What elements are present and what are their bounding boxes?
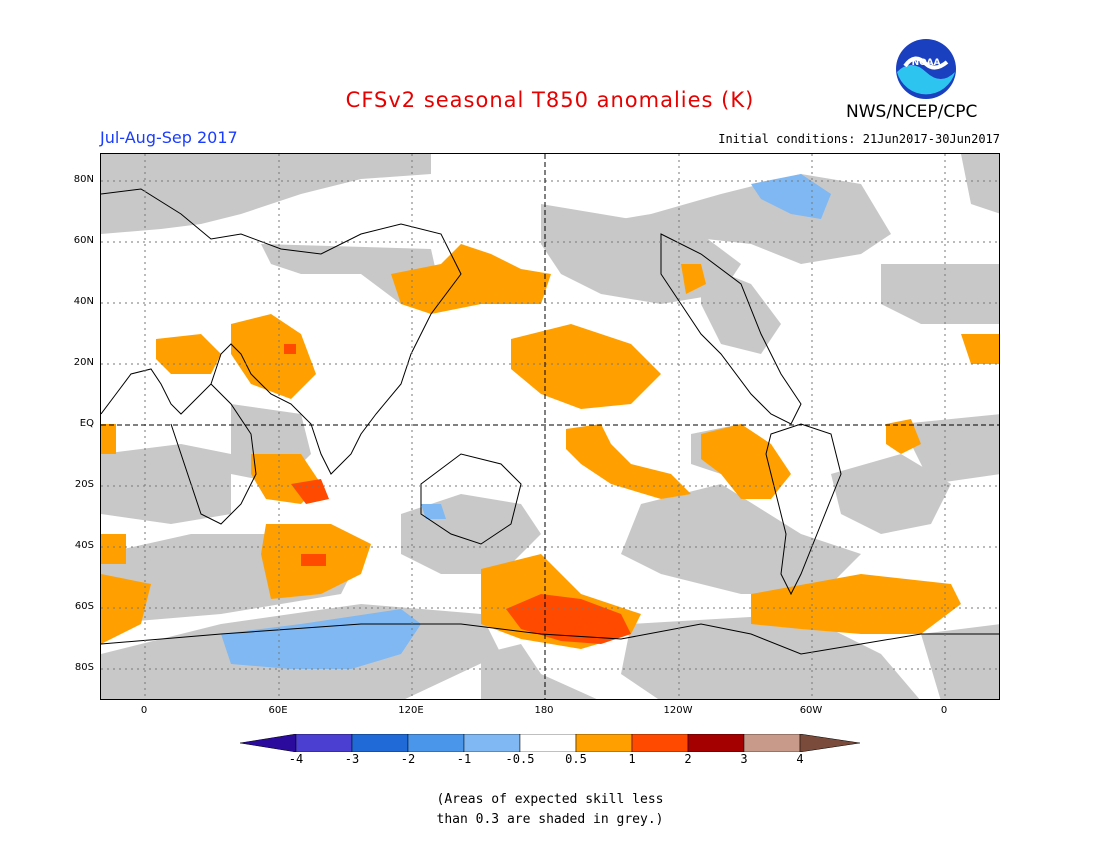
colorbar-segment (631, 734, 689, 752)
lat-label: 40S (74, 540, 94, 551)
lon-label: 120E (398, 705, 424, 716)
noaa-logo: NOAA (896, 39, 956, 99)
lat-label: 60N (73, 235, 94, 246)
colorbar-label: 1 (628, 752, 636, 766)
graticule (101, 154, 999, 699)
colorbar-segment (351, 734, 409, 752)
initial-conditions: Initial conditions: 21Jun2017-30Jun2017 (718, 132, 1000, 146)
strong-warm-anomalies (284, 344, 631, 644)
map-canvas (101, 154, 999, 699)
lat-label: 20N (73, 357, 94, 368)
colorbar-label: 0.5 (565, 752, 587, 766)
noaa-logo-text: NOAA (912, 58, 941, 68)
coastlines (101, 188, 999, 655)
colorbar-label: -0.5 (505, 752, 535, 766)
equator-dateline (101, 154, 999, 699)
lon-label: 0 (140, 705, 148, 716)
colorbar-segment (575, 734, 633, 752)
colorbar-segment (743, 734, 801, 752)
map-title: CFSv2 seasonal T850 anomalies (K) (345, 88, 755, 112)
colorbar-segment (407, 734, 465, 752)
lat-label: 80N (73, 174, 94, 185)
lat-label: EQ (79, 418, 94, 429)
lat-label: 40N (73, 296, 94, 307)
lon-label: 180 (534, 705, 554, 716)
lat-label: 80S (74, 662, 94, 673)
colorbar-label: -1 (456, 752, 472, 766)
colorbar (240, 734, 860, 752)
organization: NWS/NCEP/CPC (846, 102, 978, 122)
lat-label: 60S (74, 601, 94, 612)
skill-note-line1: (Areas of expected skill less (436, 792, 664, 807)
colorbar-label: 2 (684, 752, 692, 766)
colorbar-segment (295, 734, 353, 752)
colorbar-label: -4 (288, 752, 304, 766)
colorbar-segment (687, 734, 745, 752)
skill-note-line2: than 0.3 are shaded in grey.) (436, 812, 664, 827)
colorbar-label: -3 (344, 752, 360, 766)
lon-label: 0 (940, 705, 948, 716)
lat-label: 20S (74, 479, 94, 490)
colorbar-segment (463, 734, 521, 752)
lon-label: 60E (268, 705, 288, 716)
lon-label: 120W (663, 705, 693, 716)
colorbar-label: 3 (740, 752, 748, 766)
forecast-period: Jul-Aug-Sep 2017 (100, 128, 238, 147)
colorbar-label: 4 (796, 752, 804, 766)
colorbar-arrow-low (240, 734, 297, 752)
anomaly-map (100, 153, 1000, 700)
colorbar-segment (519, 734, 577, 752)
lon-label: 60W (799, 705, 823, 716)
colorbar-label: -2 (400, 752, 416, 766)
colorbar-arrow-high (799, 734, 860, 752)
